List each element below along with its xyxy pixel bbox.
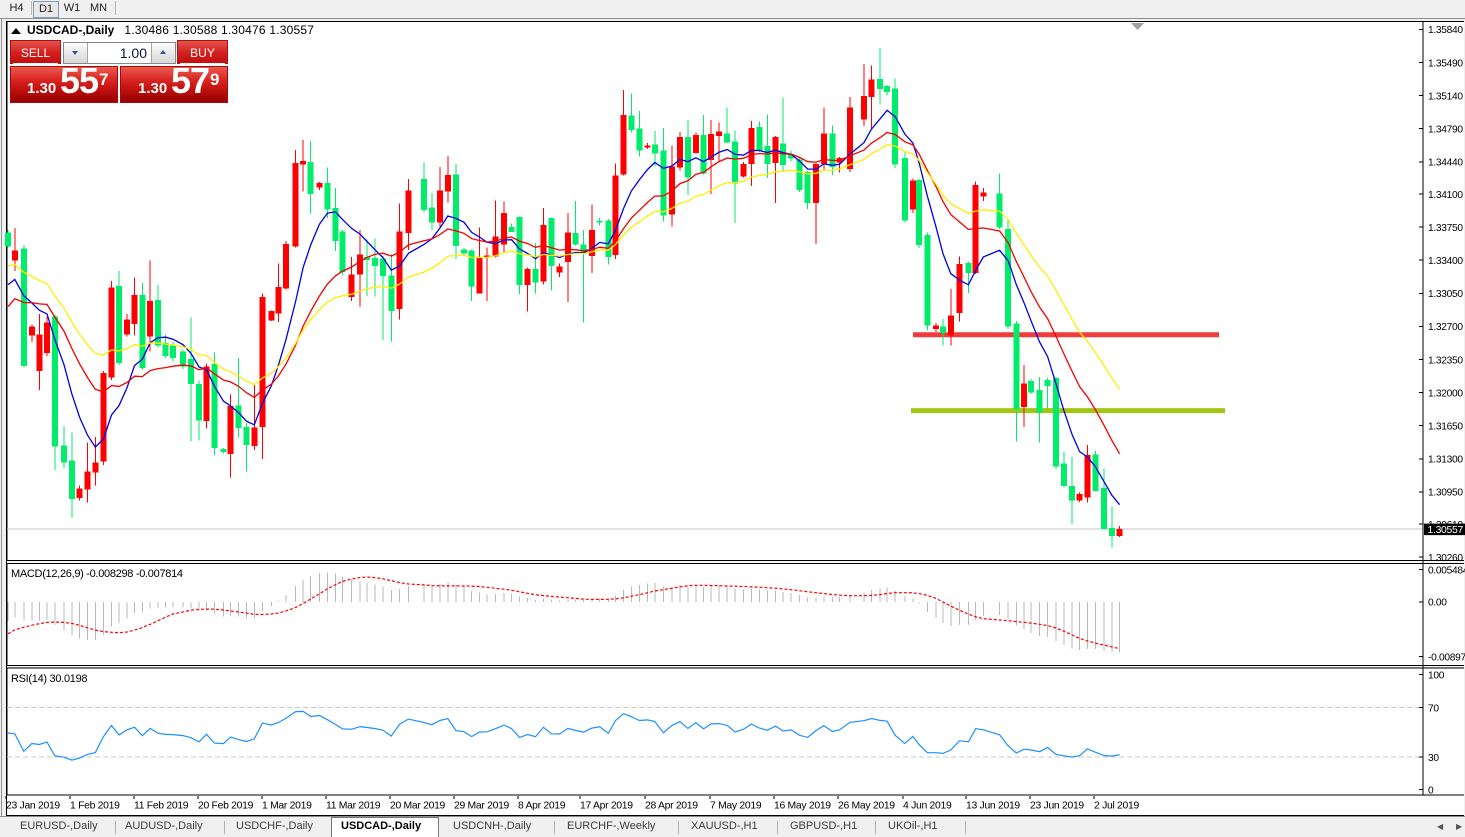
sell-price-box[interactable]: 1.30 55 7	[10, 60, 118, 103]
tab-separator	[678, 821, 679, 834]
tab-separator	[965, 821, 966, 834]
chart-tab-xauusd[interactable]: XAUUSD-,H1	[691, 820, 758, 832]
toolbar-separator	[115, 1, 116, 15]
window-left-edge	[1, 19, 2, 837]
chart-tab-gbpusd[interactable]: GBPUSD-,H1	[790, 820, 858, 832]
buy-price-point: 9	[210, 70, 220, 89]
tab-separator	[224, 821, 225, 834]
tabs-scroll-left-button[interactable]: ◀	[1437, 822, 1444, 831]
one-click-trading-panel: SELL BUY 1.00 1.30 55 7 1.30 57 9	[10, 40, 228, 103]
sell-price-point: 7	[99, 70, 109, 89]
tabs-scroll-right-button[interactable]: ▶	[1456, 822, 1463, 831]
toolbar-separator	[31, 1, 32, 15]
tab-separator	[554, 821, 555, 834]
tab-separator	[777, 821, 778, 834]
sell-button[interactable]: SELL	[10, 40, 61, 64]
chart-tab-ukoil[interactable]: UKOil-,H1	[888, 820, 938, 832]
sell-price-prefix: 1.30	[27, 80, 57, 97]
timeframe-button-h4[interactable]: H4	[9, 2, 24, 14]
tab-separator	[115, 821, 116, 834]
ohlc-low: 1.30476	[221, 23, 266, 37]
timeframe-toolbar: H4 D1 W1 MN	[0, 0, 1465, 18]
chart-title: USDCAD-,Daily 1.30486 1.30588 1.30476 1.3…	[11, 23, 314, 38]
ohlc-high: 1.30588	[172, 23, 218, 37]
chart-tab-usdcnh[interactable]: USDCNH-,Daily	[453, 820, 532, 832]
tab-separator	[875, 821, 876, 834]
timeframe-button-w1[interactable]: W1	[63, 2, 81, 14]
sell-underline	[13, 63, 58, 64]
chart-tab-usdcad[interactable]: USDCAD-,Daily	[341, 820, 422, 832]
timeframe-button-d1[interactable]: D1	[33, 1, 59, 18]
chart-tab-eurchf[interactable]: EURCHF-,Weekly	[567, 820, 656, 832]
buy-price-prefix: 1.30	[138, 80, 168, 97]
chart-ohlc-values: 1.30486 1.30588 1.30476 1.30557	[124, 23, 314, 37]
ohlc-open: 1.30486	[124, 23, 170, 37]
sell-price-pips: 55	[60, 60, 99, 101]
spinner-down-icon	[72, 51, 78, 55]
spinner-up-icon	[160, 50, 166, 54]
chart-tab-eurusd[interactable]: EURUSD-,Daily	[20, 820, 98, 832]
volume-input[interactable]: 1.00	[119, 45, 147, 61]
chart-tab-audusd[interactable]: AUDUSD-,Daily	[125, 820, 203, 832]
toolbar-divider	[0, 18, 1465, 19]
buy-price-pips: 57	[171, 60, 210, 101]
chart-window	[6, 21, 1464, 816]
chart-symbol-label: USDCAD-,Daily	[27, 23, 115, 37]
active-tab-background	[331, 817, 439, 837]
timeframe-button-mn[interactable]: MN	[89, 2, 108, 14]
chart-tab-usdchf[interactable]: USDCHF-,Daily	[236, 820, 313, 832]
chart-tab-bar: EURUSD-,Daily AUDUSD-,Daily USDCHF-,Daily U…	[0, 816, 1465, 837]
buy-price-box[interactable]: 1.30 57 9	[120, 60, 228, 103]
collapse-panel-icon[interactable]	[11, 28, 21, 34]
ohlc-close: 1.30557	[269, 23, 315, 37]
